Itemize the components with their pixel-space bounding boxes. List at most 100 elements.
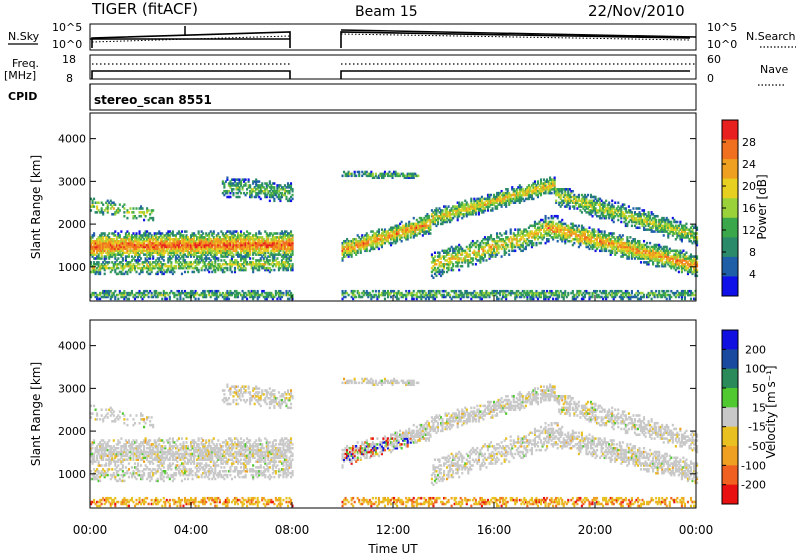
power-cell [130, 236, 134, 239]
power-cell [99, 247, 102, 251]
power-cell [102, 266, 105, 270]
power-cell [161, 238, 164, 241]
power-cell [217, 239, 220, 243]
power-cell [246, 251, 249, 254]
power-cell [229, 266, 232, 270]
power-cell [167, 266, 170, 270]
power-cell [144, 259, 147, 262]
power-cell [153, 245, 156, 249]
power-cell [241, 186, 244, 189]
power-cell [438, 251, 441, 254]
power-cell [133, 239, 137, 243]
power-cell [230, 291, 234, 295]
power-cell [239, 234, 243, 237]
power-cell [117, 239, 120, 243]
power-cell [176, 245, 179, 249]
power-cell [143, 293, 146, 297]
power-cell [147, 268, 150, 272]
power-cell [120, 249, 123, 253]
power-cell [93, 293, 96, 297]
power-cell [236, 239, 240, 243]
power-cell [114, 295, 117, 299]
power-cell [183, 261, 187, 264]
power-cell [188, 291, 191, 295]
power-cell [276, 257, 279, 260]
power-cell [229, 230, 232, 233]
power-cell [108, 236, 111, 239]
power-cell [109, 239, 112, 243]
power-cell [211, 241, 214, 245]
power-cell [130, 259, 134, 262]
power-cell [99, 234, 102, 237]
power-cell [121, 243, 124, 247]
power-cell [180, 272, 184, 276]
power-cell [412, 289, 415, 293]
power-cell [243, 241, 246, 245]
power-cell [135, 249, 138, 253]
power-cell [196, 263, 199, 266]
power-cell [235, 289, 238, 293]
power-cell [197, 241, 200, 245]
power-cell [171, 247, 174, 251]
power-cell [355, 174, 358, 178]
power-cell [144, 261, 147, 264]
power-cell [227, 251, 230, 254]
power-cell [235, 247, 238, 251]
power-cell [224, 243, 227, 247]
power-cell [150, 268, 153, 272]
power-cell [124, 245, 127, 249]
power-cell [223, 241, 226, 245]
power-cell [397, 297, 400, 301]
power-cell [155, 291, 158, 295]
power-cell [141, 293, 144, 297]
power-cell [196, 243, 199, 247]
power-cell [103, 272, 106, 276]
power-cell [238, 186, 241, 189]
power-cell [103, 289, 106, 293]
power-cell [112, 203, 115, 206]
power-cell [106, 251, 109, 254]
power-cell [235, 191, 238, 195]
power-cell [97, 268, 100, 272]
power-cell [229, 247, 232, 251]
power-cell [197, 268, 200, 272]
power-cell [165, 268, 168, 272]
power-cell [208, 293, 211, 297]
power-cell [162, 272, 165, 276]
power-cell [193, 241, 196, 245]
power-cell [241, 257, 244, 260]
power-cell [156, 232, 159, 235]
power-cell [193, 266, 196, 270]
power-cell [147, 253, 150, 256]
power-cell [103, 239, 106, 243]
power-cell [189, 243, 193, 247]
power-cell [206, 257, 209, 260]
power-cell [221, 249, 224, 253]
power-cell [202, 241, 205, 245]
power-cell [232, 238, 235, 241]
power-cell [126, 209, 129, 212]
power-cell [97, 238, 100, 241]
power-cell [130, 268, 134, 272]
power-cell [218, 291, 221, 295]
power-cell [535, 241, 538, 245]
power-cell [241, 247, 244, 251]
power-cell [135, 236, 138, 239]
power-cell [108, 201, 111, 205]
power-cell [167, 238, 170, 241]
power-cell [120, 245, 123, 249]
power-cell [94, 211, 97, 214]
power-cell [236, 186, 240, 189]
power-cell [93, 243, 96, 247]
power-cell [99, 257, 102, 260]
power-cell [139, 241, 143, 245]
power-cell [212, 236, 215, 239]
power-cell [155, 259, 158, 262]
power-cell [170, 247, 173, 251]
power-cell [100, 239, 103, 243]
power-cell [226, 247, 229, 251]
power-cell [138, 230, 141, 233]
power-cell [106, 234, 109, 237]
power-cell [152, 239, 155, 243]
